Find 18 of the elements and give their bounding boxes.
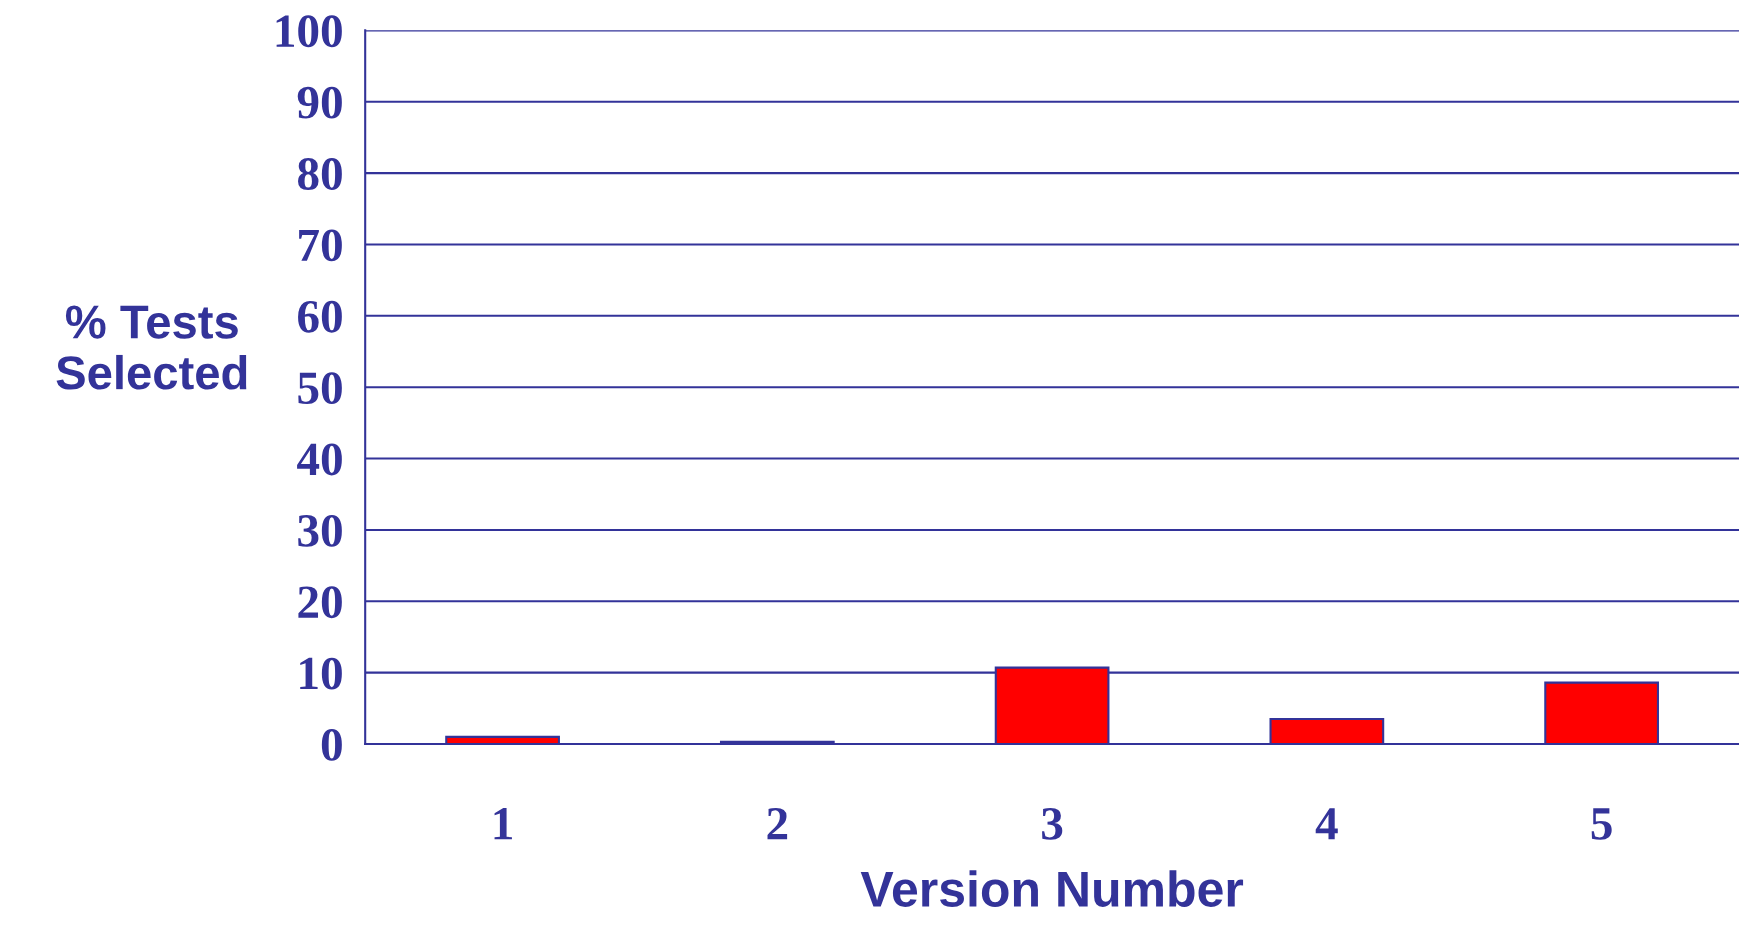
y-tick-label: 100 — [276, 15, 342, 48]
y-tick-label: 50 — [298, 372, 342, 405]
x-tick-label: 5 — [1591, 808, 1612, 840]
y-tick-label: 40 — [297, 443, 342, 476]
x-tick-label: 3 — [1042, 808, 1063, 840]
y-tick-label: 60 — [298, 300, 342, 333]
y-tick-label: 20 — [298, 586, 342, 619]
x-tick-label: 1 — [494, 808, 512, 840]
x-tick-label: 4 — [1315, 808, 1338, 840]
y-tick-label: 10 — [300, 657, 342, 690]
x-tick-label: 2 — [767, 808, 788, 840]
y-tick-label: 90 — [297, 86, 342, 119]
y-tick-label: 70 — [299, 229, 342, 262]
x-axis-title: Version Number — [860, 870, 1244, 907]
y-tick-label: 30 — [298, 514, 342, 547]
y-axis-title: % Tests Selected — [56, 305, 247, 390]
y-tick-label: 80 — [298, 158, 342, 190]
y-tick-label: 0 — [321, 729, 342, 761]
